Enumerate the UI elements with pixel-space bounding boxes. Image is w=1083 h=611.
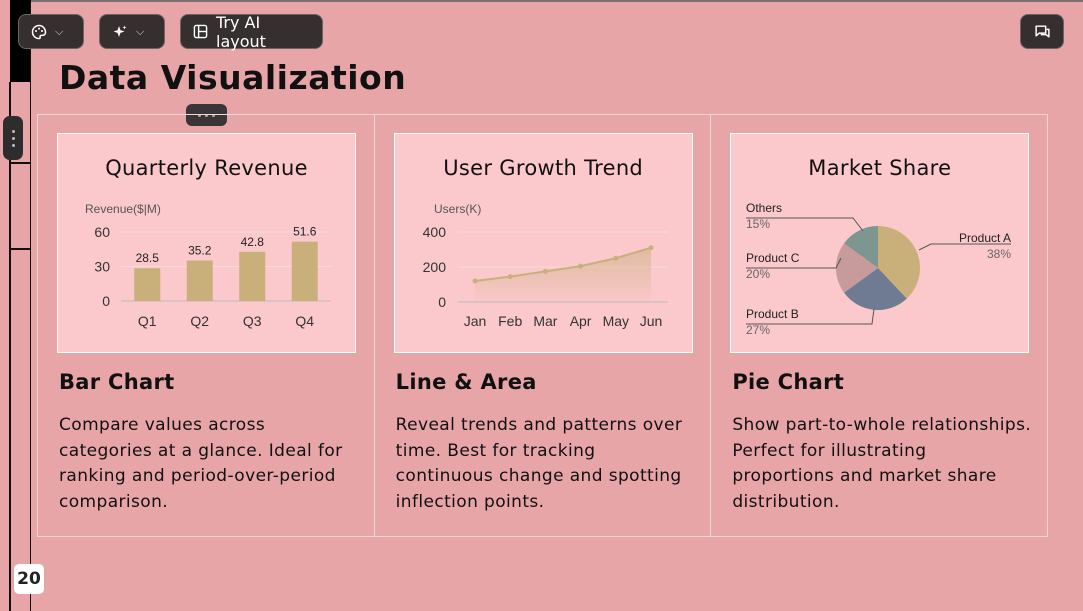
y-tick-label: 60 <box>94 224 110 240</box>
chart-card-pie: Market Share Product A 38% Product B 27% Pro… <box>730 133 1030 353</box>
block-drag-handle[interactable] <box>186 104 227 126</box>
column-description: Compare values across categories at a gl… <box>59 415 343 512</box>
data-label: 28.5 <box>136 251 160 265</box>
layout-icon <box>193 24 208 39</box>
column-heading: Bar Chart <box>59 370 175 394</box>
leader-line <box>746 257 842 269</box>
chart-card-line: User Growth Trend Users(K) 0 200 400 Jan Feb M… <box>393 133 693 353</box>
ai-tools-dropdown-button[interactable]: ⌵ <box>99 14 165 49</box>
data-label: 35.2 <box>188 244 212 258</box>
y-axis-label: Revenue($|M) <box>85 202 161 216</box>
data-label: 51.6 <box>293 225 317 239</box>
x-tick-label: Q3 <box>243 313 262 329</box>
slide-panel-edge <box>0 0 31 611</box>
data-point <box>472 278 478 284</box>
y-tick-label: 400 <box>422 224 446 240</box>
top-edge <box>0 0 1083 2</box>
bar <box>291 241 318 301</box>
pie-slice <box>878 226 921 299</box>
pie-slice <box>844 268 908 310</box>
slice-label: Product A <box>959 231 1011 245</box>
slice-label: Product C <box>746 251 800 265</box>
column-heading: Line & Area <box>395 370 537 394</box>
content-grid: Quarterly Revenue Revenue($|M) 0 30 60 28.5 Q… <box>37 114 1048 537</box>
x-tick-label: Q2 <box>190 313 209 329</box>
data-point <box>542 268 548 274</box>
data-point <box>507 274 513 280</box>
x-tick-label: May <box>602 313 628 329</box>
sparkle-icon <box>112 24 128 40</box>
column-description: Show part-to-whole relationships. Perfec… <box>732 415 1032 512</box>
y-axis-label: Users(K) <box>434 202 481 216</box>
chart-title: Market Share <box>808 156 952 180</box>
y-tick-label: 0 <box>438 294 446 310</box>
try-ai-layout-button[interactable]: Try AI layout <box>180 12 323 51</box>
chevron-down-icon: ⌵ <box>55 24 64 38</box>
pie-slice <box>844 226 879 268</box>
column-pie-chart: Market Share Product A 38% Product B 27% Pro… <box>711 115 1047 536</box>
leader-line <box>746 308 875 325</box>
slice-percent: 38% <box>987 247 1011 261</box>
bar <box>134 268 161 301</box>
series-line <box>474 246 651 282</box>
column-line-chart: User Growth Trend Users(K) 0 200 400 Jan Feb M… <box>375 115 712 536</box>
side-drag-handle[interactable] <box>3 116 23 160</box>
data-label: 42.8 <box>241 235 265 249</box>
bar <box>186 260 213 301</box>
comments-button[interactable] <box>1020 14 1064 49</box>
area-fill <box>474 247 651 302</box>
y-tick-label: 30 <box>94 259 110 275</box>
column-bar-chart: Quarterly Revenue Revenue($|M) 0 30 60 28.5 Q… <box>38 115 375 536</box>
page-number: 20 <box>14 564 44 594</box>
theme-dropdown-button[interactable]: ⌵ <box>18 14 84 49</box>
data-point <box>612 255 618 261</box>
chart-title: Quarterly Revenue <box>105 156 308 180</box>
area-chart: Users(K) 0 200 400 Jan Feb Mar Apr May Jun <box>422 202 668 329</box>
leader-line <box>919 243 1012 251</box>
leader-line <box>746 217 864 232</box>
column-description: Reveal trends and patterns over time. Be… <box>395 415 683 512</box>
x-tick-label: Mar <box>533 313 557 329</box>
data-point <box>577 263 583 269</box>
pie-chart: Product A 38% Product B 27% Product C 20% Othe… <box>746 201 1012 337</box>
try-ai-layout-label: Try AI layout <box>216 12 266 51</box>
bar-chart: Revenue($|M) 0 30 60 28.5 Q1 35.2 Q2 42.8 Q3 51.6 Q… <box>85 202 331 329</box>
data-point <box>648 245 654 251</box>
x-tick-label: Apr <box>569 313 591 329</box>
column-heading: Pie Chart <box>732 370 845 394</box>
comment-icon <box>1034 23 1051 40</box>
bar <box>239 251 266 301</box>
chart-card-bar: Quarterly Revenue Revenue($|M) 0 30 60 28.5 Q… <box>57 133 356 353</box>
slice-label: Product B <box>746 307 799 321</box>
x-tick-label: Jan <box>463 313 486 329</box>
y-tick-label: 200 <box>422 259 446 275</box>
chart-title: User Growth Trend <box>443 156 644 180</box>
chevron-down-icon: ⌵ <box>136 24 145 38</box>
slice-percent: 20% <box>746 267 770 281</box>
x-tick-label: Q4 <box>295 313 314 329</box>
pie-slice <box>836 243 879 293</box>
x-tick-label: Feb <box>498 313 522 329</box>
slice-percent: 15% <box>746 217 770 231</box>
slice-percent: 27% <box>746 323 770 337</box>
slice-label: Others <box>746 201 782 215</box>
y-tick-label: 0 <box>102 293 110 309</box>
page-title: Data Visualization <box>59 58 407 97</box>
palette-icon <box>31 24 47 40</box>
x-tick-label: Q1 <box>138 313 157 329</box>
x-tick-label: Jun <box>639 313 662 329</box>
